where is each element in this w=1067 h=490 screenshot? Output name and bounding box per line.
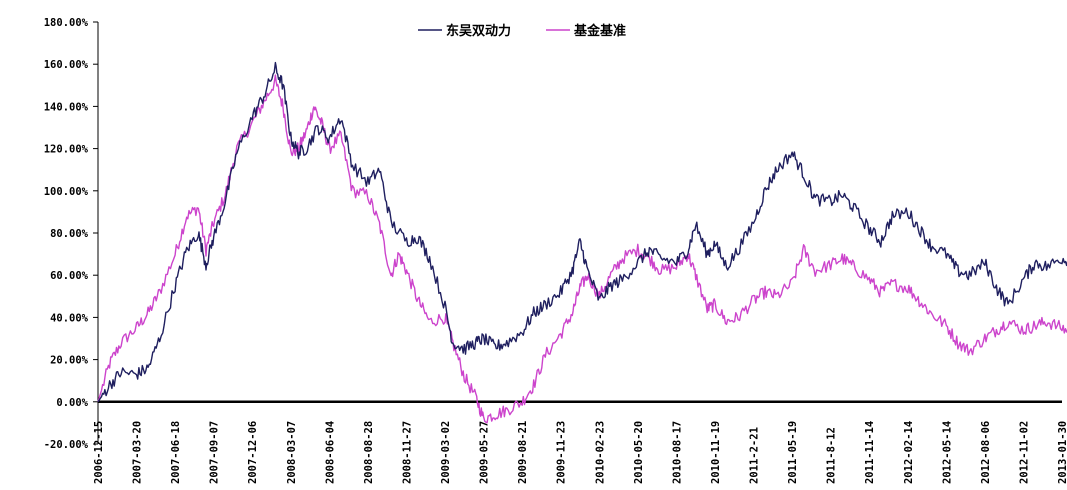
y-tick-label: 0.00% xyxy=(56,397,88,409)
x-tick-label: 2009-11-23 xyxy=(556,421,568,484)
x-tick-label: 2012-05-14 xyxy=(941,421,953,484)
y-tick-label: 60.00% xyxy=(50,270,89,282)
y-tick-label: 80.00% xyxy=(50,228,89,240)
y-tick-label: 160.00% xyxy=(44,59,89,71)
x-tick-label: 2007-09-07 xyxy=(209,421,221,484)
x-tick-label: 2008-06-04 xyxy=(324,421,336,484)
x-tick-label: 2010-11-19 xyxy=(710,421,722,484)
y-tick-label: 180.00% xyxy=(44,17,89,29)
series-layer xyxy=(97,61,1067,424)
y-tick-label: 40.00% xyxy=(50,312,89,324)
x-tick-label: 2010-02-23 xyxy=(594,421,606,484)
x-tick-label: 2007-06-18 xyxy=(170,421,182,484)
legend: 东吴双动力 基金基准 xyxy=(418,23,626,39)
x-tick-label: 2012-08-06 xyxy=(980,421,992,484)
x-tick-label: 2008-11-27 xyxy=(401,421,413,484)
x-tick-label: 2013-01-30 xyxy=(1057,421,1067,484)
x-tick-label: 2011-11-14 xyxy=(864,421,876,484)
x-tick-label: 2009-03-02 xyxy=(440,421,452,484)
series-line-fund xyxy=(97,61,1067,403)
legend-label: 东吴双动力 xyxy=(446,23,511,39)
x-tick-label: 2007-03-20 xyxy=(132,421,144,484)
legend-label: 基金基准 xyxy=(573,23,626,39)
x-tick-label: 2012-11-02 xyxy=(1018,421,1030,484)
y-tick-labels: 180.00% 160.00% 140.00% 120.00% 100.00% 80.00… xyxy=(44,17,89,451)
x-tick-label: 2008-08-28 xyxy=(363,421,375,484)
x-tick-label: 2009-05-27 xyxy=(479,421,491,484)
x-tick-label: 2012-02-14 xyxy=(903,421,915,484)
y-tick-label: 20.00% xyxy=(50,355,89,367)
y-tick-label: 100.00% xyxy=(44,186,89,198)
y-tick-label: 120.00% xyxy=(44,144,89,156)
series-line-benchmark xyxy=(97,74,1067,424)
x-tick-label: 2010-05-20 xyxy=(633,421,645,484)
x-tick-label: 2008-03-07 xyxy=(286,421,298,484)
y-tick-label: 140.00% xyxy=(44,101,89,113)
x-tick-label: 2011-05-19 xyxy=(787,421,799,484)
x-tick-label: 2007-12-06 xyxy=(247,421,259,484)
x-tick-label: 2009-08-21 xyxy=(517,421,529,484)
x-tick-label: 2011-8-12 xyxy=(826,427,838,484)
x-tick-label: 2006-12-15 xyxy=(93,421,105,484)
y-axis xyxy=(93,21,99,445)
x-tick-label: 2011-2-21 xyxy=(749,427,761,484)
x-tick-labels: 2006-12-15 2007-03-20 2007-06-18 2007-09-07… xyxy=(93,421,1067,484)
y-tick-label: -20.00% xyxy=(44,439,89,451)
x-tick-label: 2010-08-17 xyxy=(671,421,683,484)
